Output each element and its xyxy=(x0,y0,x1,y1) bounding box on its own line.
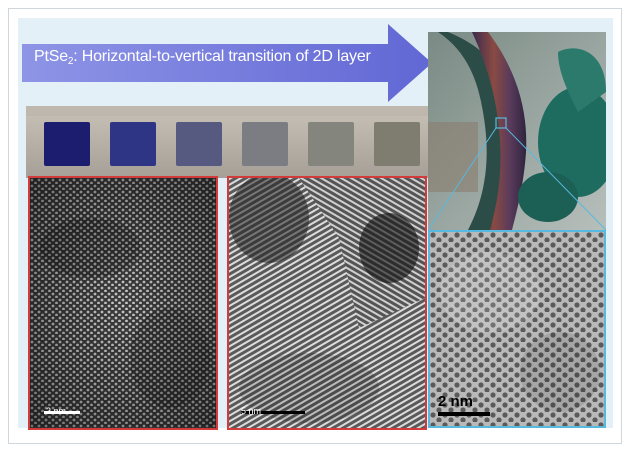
scalebar-3 xyxy=(438,412,490,416)
samples-photo xyxy=(26,106,431,178)
sample-wafer-4 xyxy=(242,122,288,166)
flexible-substrate-photo xyxy=(428,32,606,230)
sample-wafer-6 xyxy=(374,122,420,166)
sample-wafer-2 xyxy=(110,122,156,166)
figure: PtSe2: Horizontal-to-vertical transition… xyxy=(18,18,613,428)
sample-wafer-3 xyxy=(176,122,222,166)
sample-wafer-1 xyxy=(44,122,90,166)
tem-panel-zoom: 2 nm xyxy=(428,230,606,428)
scale-label-2: 5 nm xyxy=(241,406,261,416)
scale-label-3: 2 nm xyxy=(438,393,473,410)
scale-label-1: 2 nm xyxy=(46,406,66,416)
tem-panel-vertical: 5 nm xyxy=(227,176,427,430)
figure-title: PtSe2: Horizontal-to-vertical transition… xyxy=(34,48,371,67)
tem-panel-horizontal: 2 nm xyxy=(28,176,218,430)
sample-wafer-5 xyxy=(308,122,354,166)
